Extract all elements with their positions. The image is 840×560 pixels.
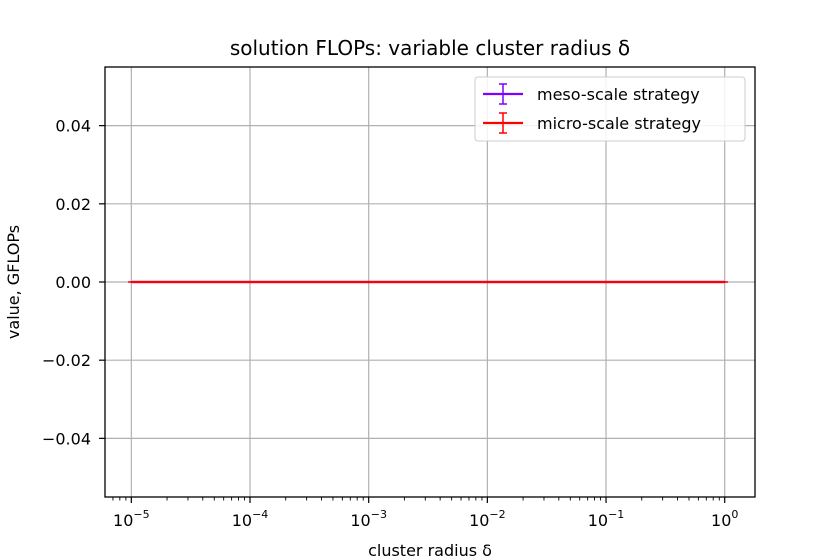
y-tick-label: 0.00 [55,273,91,292]
legend-label: micro-scale strategy [537,114,701,133]
y-tick-label: −0.02 [42,351,91,370]
x-tick-label: 10−3 [350,508,387,530]
x-tick-label: 10−1 [588,508,625,530]
y-tick-label: 0.02 [55,195,91,214]
y-axis-label: value, GFLOPs [4,225,23,339]
x-tick-label: 100 [711,508,738,530]
legend-label: meso-scale strategy [537,85,700,104]
x-axis-label: cluster radius δ [368,541,492,560]
x-tick-label: 10−5 [113,508,150,530]
x-tick-label: 10−4 [232,508,269,530]
chart-title: solution FLOPs: variable cluster radius … [230,36,630,60]
tick-layer: 10−5 10−4 10−3 10−2 10−1 100 0.04 0.02 0.00 −0.02… [42,117,738,530]
legend-entries: meso-scale strategy micro-scale strategy [483,83,701,134]
y-tick-label: 0.04 [55,117,91,136]
x-tick-label: 10−2 [469,508,506,530]
legend: meso-scale strategy micro-scale strategy [474,76,746,142]
legend-box [474,76,746,142]
y-tick-label: −0.04 [42,429,91,448]
